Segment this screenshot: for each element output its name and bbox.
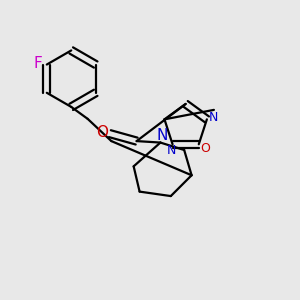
Text: O: O [96, 125, 108, 140]
Text: N: N [209, 111, 218, 124]
Text: F: F [34, 56, 42, 70]
Text: O: O [200, 142, 210, 155]
Text: N: N [167, 144, 176, 157]
Text: N: N [156, 128, 168, 142]
